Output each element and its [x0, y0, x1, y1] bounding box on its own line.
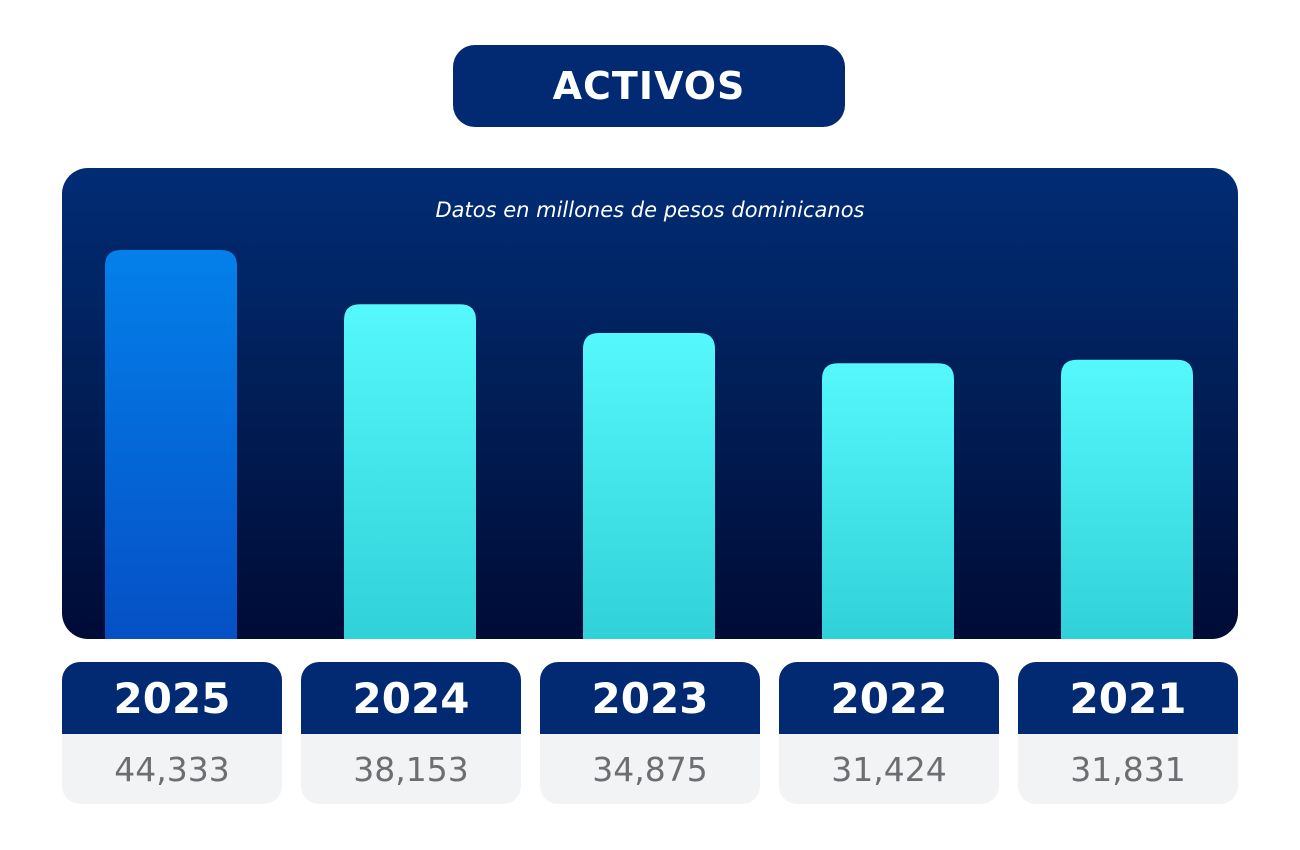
bars-svg — [105, 250, 1193, 639]
year-card-2021: 2021 31,831 — [1018, 662, 1238, 804]
year-label: 2025 — [62, 662, 282, 734]
year-card-2025: 2025 44,333 — [62, 662, 282, 804]
year-value: 34,875 — [592, 749, 708, 789]
bar-2025 — [105, 250, 237, 639]
year-label: 2024 — [301, 662, 521, 734]
bar-2024 — [344, 304, 476, 639]
chart-panel: Datos en millones de pesos dominicanos — [62, 168, 1238, 639]
chart-subtitle: Datos en millones de pesos dominicanos — [435, 198, 865, 222]
year-card-2022: 2022 31,424 — [779, 662, 999, 804]
year-card-2024: 2024 38,153 — [301, 662, 521, 804]
year-card-2023: 2023 34,875 — [540, 662, 760, 804]
bar-2022 — [822, 363, 954, 639]
year-label: 2022 — [779, 662, 999, 734]
bar-2023 — [583, 332, 715, 639]
year-value: 38,153 — [353, 749, 469, 789]
year-value: 31,424 — [831, 749, 947, 789]
chart-title: ACTIVOS — [453, 45, 845, 127]
bars-group — [105, 250, 1193, 639]
year-label: 2021 — [1018, 662, 1238, 734]
year-label: 2023 — [540, 662, 760, 734]
year-value: 44,333 — [114, 749, 230, 789]
year-value: 31,831 — [1070, 749, 1186, 789]
bar-2021 — [1061, 359, 1193, 639]
